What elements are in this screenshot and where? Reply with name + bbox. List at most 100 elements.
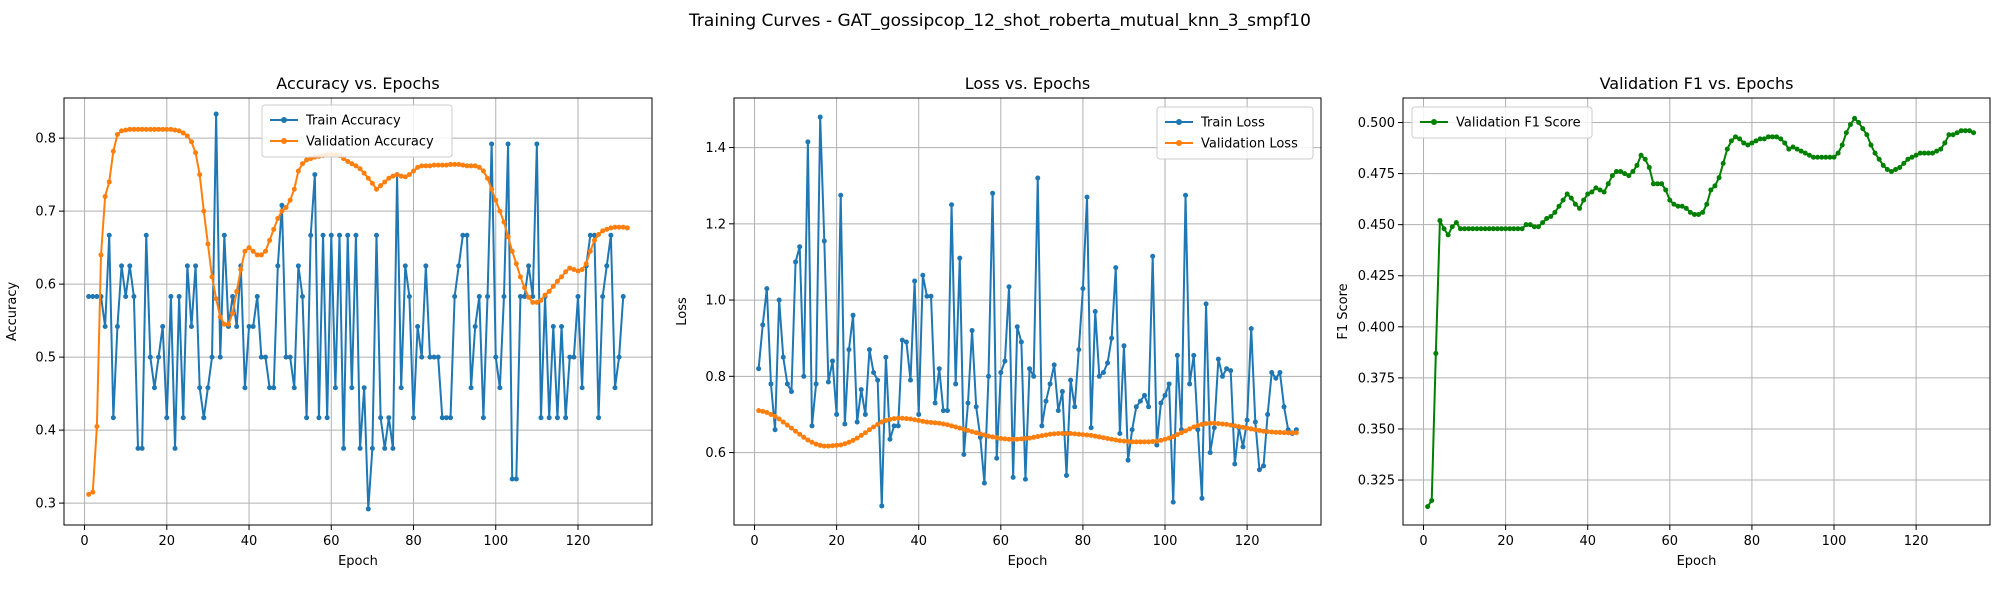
data-point xyxy=(1655,181,1660,187)
y-tick-label: 0.425 xyxy=(1358,269,1395,284)
data-point xyxy=(567,265,573,271)
data-point xyxy=(1757,136,1763,142)
data-point xyxy=(1158,437,1164,443)
data-point xyxy=(1815,154,1821,160)
data-point xyxy=(1174,352,1180,358)
data-point xyxy=(1577,205,1583,211)
data-point xyxy=(850,437,856,443)
data-point xyxy=(1786,146,1792,152)
data-point xyxy=(879,419,885,425)
data-point xyxy=(279,208,285,214)
data-point xyxy=(1728,138,1734,144)
data-point xyxy=(1938,146,1944,152)
series-1-1 xyxy=(86,111,626,512)
data-point xyxy=(1511,226,1517,232)
data-point xyxy=(135,126,141,132)
legend-box xyxy=(261,104,453,158)
data-point xyxy=(981,432,987,438)
data-point xyxy=(1269,370,1275,375)
series-3-1 xyxy=(1425,115,1977,510)
data-point xyxy=(797,431,803,437)
data-point xyxy=(1174,432,1180,438)
data-point xyxy=(332,385,338,391)
data-point xyxy=(513,261,519,267)
data-point xyxy=(899,415,905,421)
y-tick-label: 0.7 xyxy=(35,205,56,220)
data-point xyxy=(1150,253,1156,259)
data-point xyxy=(1457,226,1463,232)
data-point xyxy=(1273,429,1279,435)
data-point xyxy=(1195,422,1201,428)
data-point xyxy=(1618,169,1624,175)
data-point xyxy=(234,323,240,329)
data-point xyxy=(1572,201,1578,207)
chart-title: Validation F1 vs. Epochs xyxy=(1600,74,1794,93)
chart-panel-1: 0 20 40 60 80 100 120 0.3 0.4 0.5 0.6 0.7 0.8 Accurac… xyxy=(5,74,653,569)
data-point xyxy=(1059,389,1065,395)
data-point xyxy=(349,161,355,167)
data-point xyxy=(238,267,244,273)
data-point xyxy=(378,183,384,189)
data-point xyxy=(1039,433,1045,439)
data-point xyxy=(887,416,893,422)
data-point xyxy=(608,225,614,231)
data-point xyxy=(801,434,807,440)
data-point xyxy=(230,294,236,300)
data-point xyxy=(193,150,199,156)
x-tick-label: 40 xyxy=(241,534,258,549)
data-point xyxy=(485,175,491,181)
data-point xyxy=(1737,136,1743,142)
data-point xyxy=(1774,134,1780,140)
data-point xyxy=(1261,428,1267,434)
data-point xyxy=(1494,226,1500,232)
data-point xyxy=(776,297,782,303)
data-point xyxy=(1778,136,1784,142)
data-point xyxy=(1831,154,1837,160)
data-point xyxy=(784,381,790,387)
data-point xyxy=(1248,326,1254,332)
data-point xyxy=(271,226,277,232)
y-tick-label: 0.8 xyxy=(705,370,726,385)
data-point xyxy=(341,445,347,451)
data-point xyxy=(1191,352,1197,358)
data-point xyxy=(164,126,170,132)
data-point xyxy=(435,162,441,168)
data-point xyxy=(957,255,963,261)
data-point xyxy=(1281,430,1287,436)
data-point xyxy=(1667,197,1673,203)
data-point xyxy=(262,248,268,254)
legend: Train Loss Validation Loss xyxy=(1156,106,1314,160)
data-point xyxy=(1252,427,1258,433)
data-point xyxy=(250,248,256,254)
data-point xyxy=(472,163,478,169)
data-point xyxy=(1540,220,1546,226)
data-point xyxy=(497,385,503,391)
data-point xyxy=(365,175,371,181)
data-point xyxy=(1109,335,1115,341)
data-point xyxy=(86,294,92,300)
data-point xyxy=(604,263,610,269)
data-point xyxy=(1798,148,1804,154)
y-tick-label: 0.475 xyxy=(1358,167,1395,182)
data-point xyxy=(522,294,528,300)
data-point xyxy=(784,422,790,428)
data-point xyxy=(1441,226,1447,232)
data-point xyxy=(1782,140,1788,146)
data-point xyxy=(1523,222,1529,228)
data-point xyxy=(86,491,92,497)
data-point xyxy=(299,161,305,167)
data-point xyxy=(1930,150,1936,156)
data-point xyxy=(217,314,223,320)
data-point xyxy=(1137,439,1143,445)
data-point xyxy=(1068,377,1074,383)
data-point xyxy=(258,252,264,258)
legend-entry: Validation Loss xyxy=(1201,137,1298,152)
data-point xyxy=(1691,211,1697,217)
data-point xyxy=(1704,201,1710,207)
data-point xyxy=(1462,226,1468,232)
data-point xyxy=(1917,150,1923,156)
data-point xyxy=(456,263,462,269)
data-point xyxy=(1499,226,1505,232)
data-point xyxy=(188,139,194,145)
